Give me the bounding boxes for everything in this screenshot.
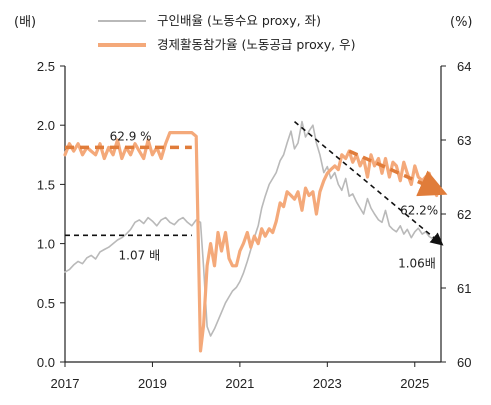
left-axis-ticks: 0.0 0.5 1.0 1.5 2.0 2.5	[37, 59, 65, 370]
annotation-layer: 62.9 % 1.07 배 62.2% 1.06배	[65, 121, 448, 271]
left-tick-label: 1.5	[37, 177, 55, 192]
legend-label-series-1: 구인배율 (노동수요 proxy, 좌)	[157, 13, 321, 28]
annotation-label-4: 1.06배	[398, 257, 436, 271]
annotation-line-3	[348, 149, 448, 197]
right-axis-ticks: 60 61 62 63 64	[441, 59, 471, 370]
legend-label-series-2: 경제활동참가율 (노동공급 proxy, 우)	[157, 37, 356, 52]
annotation-line-4	[294, 121, 444, 246]
series-layer	[63, 120, 439, 353]
right-tick-label: 61	[457, 281, 471, 296]
left-tick-label: 2.0	[37, 118, 55, 133]
left-tick-label: 0.5	[37, 296, 55, 311]
right-axis-unit: (%)	[450, 15, 473, 30]
right-tick-label: 64	[457, 59, 471, 74]
right-unit-label: (%)	[450, 15, 473, 30]
series-line-1	[64, 120, 434, 337]
x-tick-label: 2025	[400, 376, 429, 391]
right-tick-label: 60	[457, 355, 471, 370]
left-tick-label: 0.0	[37, 355, 55, 370]
right-tick-label: 62	[457, 207, 471, 222]
annotation-label-1: 62.9 %	[110, 129, 152, 143]
left-axis-unit: (배)	[14, 15, 36, 30]
x-tick-label: 2019	[138, 376, 167, 391]
annotation-label-2: 1.07 배	[119, 248, 161, 262]
left-tick-label: 1.0	[37, 237, 55, 252]
left-unit-label: (배)	[14, 15, 36, 30]
x-axis-ticks: 2017 2019 2021 2023 2025	[51, 362, 429, 391]
x-tick-label: 2021	[225, 376, 254, 391]
legend: 구인배율 (노동수요 proxy, 좌) 경제활동참가율 (노동공급 proxy…	[98, 13, 356, 52]
x-tick-label: 2023	[313, 376, 342, 391]
series-line-2	[63, 131, 439, 353]
annotation-label-3: 62.2%	[400, 203, 438, 217]
left-tick-label: 2.5	[37, 59, 55, 74]
right-tick-label: 63	[457, 133, 471, 148]
x-tick-label: 2017	[51, 376, 80, 391]
